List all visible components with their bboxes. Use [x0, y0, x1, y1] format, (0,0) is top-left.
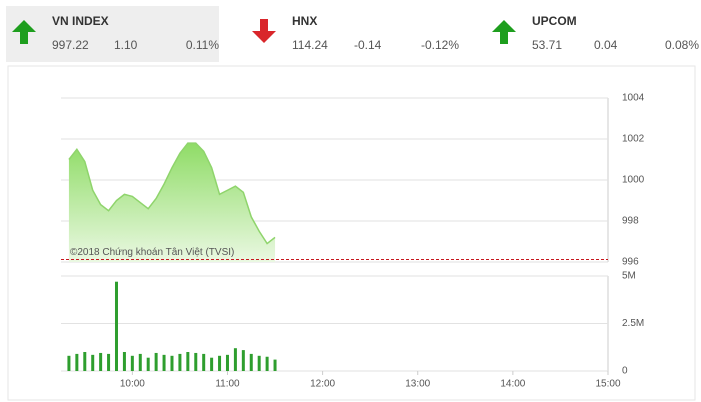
- x-tick-label: 15:00: [595, 379, 620, 390]
- volume-bar: [170, 355, 174, 371]
- volume-bar: [146, 357, 150, 371]
- y-tick-label: 1000: [622, 175, 645, 186]
- y-tick-label: 2.5M: [622, 318, 644, 329]
- volume-bar: [154, 352, 158, 371]
- volume-bar: [241, 350, 245, 371]
- area-fill: [68, 143, 276, 262]
- selected-tab[interactable]: [6, 6, 219, 62]
- volume-bar: [186, 352, 190, 371]
- volume-bar: [233, 348, 237, 371]
- index-name[interactable]: VN INDEX: [52, 14, 109, 28]
- direction-arrow: [492, 20, 516, 44]
- index-name[interactable]: UPCOM: [532, 14, 577, 28]
- y-tick-label: 1002: [622, 134, 645, 145]
- y-tick-label: 998: [622, 216, 639, 227]
- watermark: ©2018 Chứng khoán Tân Việt (TVSI): [70, 247, 234, 258]
- index-change: 1.10: [114, 38, 138, 52]
- volume-bar: [257, 355, 261, 371]
- volume-bar: [249, 353, 253, 371]
- index-value: 53.71: [532, 38, 562, 52]
- y-tick-label: 1004: [622, 93, 645, 104]
- x-tick-label: 14:00: [500, 379, 525, 390]
- index-percent: -0.12%: [421, 38, 459, 52]
- direction-arrow: [252, 19, 276, 43]
- chart-frame: [7, 65, 696, 401]
- volume-bar: [99, 352, 103, 371]
- y-tick-label: 5M: [622, 271, 636, 282]
- volume-bar: [218, 355, 222, 371]
- x-tick-label: 13:00: [405, 379, 430, 390]
- index-percent: 0.08%: [665, 38, 699, 52]
- volume-bar: [67, 355, 71, 371]
- volume-bar: [162, 354, 166, 371]
- x-tick-label: 12:00: [310, 379, 335, 390]
- volume-bar: [91, 354, 95, 371]
- index-value: 114.24: [292, 38, 328, 52]
- volume-bar: [83, 352, 87, 371]
- price-line: [68, 142, 276, 245]
- volume-bar: [225, 354, 229, 371]
- volume-bar: [114, 281, 118, 371]
- x-tick-label: 10:00: [120, 379, 145, 390]
- volume-bar: [210, 357, 214, 371]
- index-change: 0.04: [594, 38, 618, 52]
- y-tick-label: 996: [622, 257, 639, 268]
- volume-bar: [107, 353, 111, 371]
- volume-bar: [273, 359, 277, 371]
- volume-bar: [122, 352, 126, 371]
- volume-bar: [130, 355, 134, 371]
- volume-bar: [138, 353, 142, 371]
- index-name[interactable]: HNX: [292, 14, 317, 28]
- index-change: -0.14: [354, 38, 382, 52]
- volume-bar: [202, 353, 206, 371]
- volume-bar: [75, 353, 79, 371]
- index-value: 997.22: [52, 38, 89, 52]
- x-tick-label: 11:00: [215, 379, 240, 390]
- y-tick-label: 0: [622, 366, 628, 377]
- volume-bar: [194, 352, 198, 371]
- volume-bar: [265, 356, 269, 371]
- index-percent: 0.11%: [186, 38, 219, 52]
- direction-arrow: [12, 20, 36, 44]
- volume-bar: [178, 353, 182, 371]
